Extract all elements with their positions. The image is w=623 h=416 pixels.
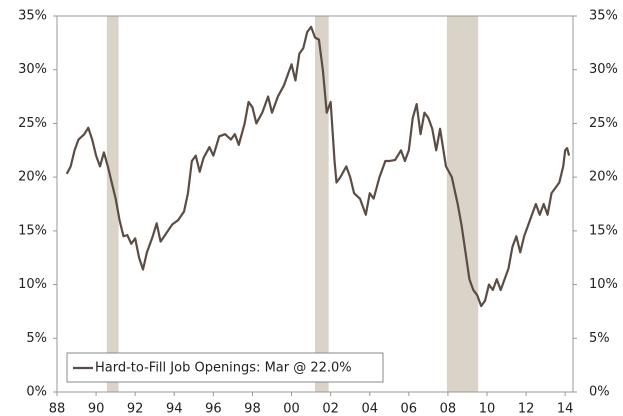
legend-label: Hard-to-Fill Job Openings: Mar @ 22.0% bbox=[95, 361, 352, 376]
y2-tick-label: 0% bbox=[589, 385, 610, 400]
x-tick-label: 04 bbox=[361, 402, 378, 416]
x-tick-label: 06 bbox=[401, 402, 418, 416]
x-tick-label: 92 bbox=[127, 402, 144, 416]
series-line bbox=[65, 25, 571, 308]
recession-band bbox=[446, 16, 479, 392]
y-tick-label: 30% bbox=[18, 62, 47, 77]
y2-tick-label: 5% bbox=[589, 331, 610, 346]
x-tick-label: 90 bbox=[88, 402, 105, 416]
x-tick-label: 96 bbox=[205, 402, 222, 416]
x-tick-label: 88 bbox=[49, 402, 66, 416]
x-tick-label: 02 bbox=[322, 402, 339, 416]
y-tick-label: 10% bbox=[18, 277, 47, 292]
y-tick-label: 20% bbox=[18, 170, 47, 185]
legend-box bbox=[66, 352, 384, 383]
x-tick-label: 12 bbox=[518, 402, 535, 416]
y2-tick-label: 35% bbox=[589, 9, 618, 24]
x-tick-label: 94 bbox=[166, 402, 183, 416]
x-tick-label: 10 bbox=[479, 402, 496, 416]
y2-tick-label: 20% bbox=[589, 170, 618, 185]
y2-tick-label: 25% bbox=[589, 116, 618, 131]
x-tick-label: 98 bbox=[244, 402, 261, 416]
recession-band bbox=[106, 16, 119, 392]
y-tick-label: 5% bbox=[26, 331, 47, 346]
plot-frame bbox=[56, 15, 574, 393]
recession-band bbox=[315, 16, 329, 392]
y-tick-label: 15% bbox=[18, 223, 47, 238]
y2-tick-label: 10% bbox=[589, 277, 618, 292]
x-tick-label: 14 bbox=[557, 402, 574, 416]
y2-tick-label: 15% bbox=[589, 223, 618, 238]
y-tick-label: 0% bbox=[26, 385, 47, 400]
x-tick-label: 08 bbox=[440, 402, 457, 416]
y-tick-label: 35% bbox=[18, 9, 47, 24]
y-tick-label: 25% bbox=[18, 116, 47, 131]
x-tick-label: 00 bbox=[283, 402, 300, 416]
y2-tick-label: 30% bbox=[589, 62, 618, 77]
